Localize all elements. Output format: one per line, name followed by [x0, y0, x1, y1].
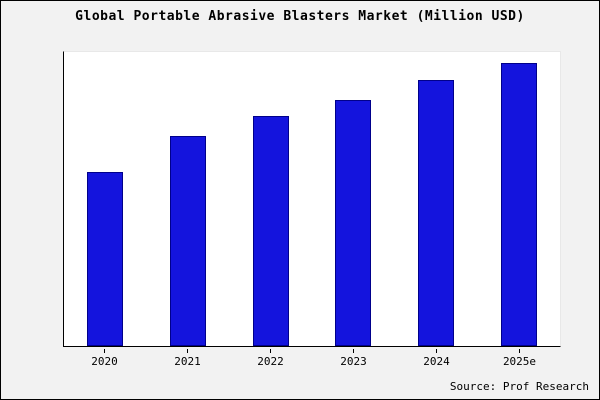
- x-tick-mark: [353, 349, 354, 353]
- bar-slot: [312, 52, 395, 346]
- x-tick-label: 2021: [174, 355, 201, 368]
- bar-slot: [229, 52, 312, 346]
- x-tick-mark: [519, 349, 520, 353]
- x-tick-mark: [187, 349, 188, 353]
- x-tick-mark: [436, 349, 437, 353]
- tick-slot: 2022: [229, 349, 312, 368]
- tick-slot: 2021: [146, 349, 229, 368]
- plot-area: [63, 51, 561, 347]
- x-tick-label: 2023: [340, 355, 367, 368]
- x-tick-mark: [104, 349, 105, 353]
- x-tick-label: 2022: [257, 355, 284, 368]
- bar-2025e: [500, 63, 537, 346]
- bar-slot: [64, 52, 147, 346]
- bar-slot: [147, 52, 230, 346]
- bar-2023: [335, 99, 372, 346]
- tick-slot: 2025e: [478, 349, 561, 368]
- chart-title: Global Portable Abrasive Blasters Market…: [75, 9, 525, 24]
- bar-2020: [87, 172, 124, 346]
- bar-slot: [395, 52, 478, 346]
- x-tick-label: 2025e: [502, 355, 537, 368]
- bar-2022: [252, 116, 289, 346]
- x-axis-ticks: 2020 2021 2022 2023 2024 2025e: [63, 349, 561, 368]
- tick-slot: 2024: [395, 349, 478, 368]
- bar-2024: [418, 80, 455, 346]
- tick-slot: 2020: [63, 349, 146, 368]
- source-note: Source: Prof Research: [449, 380, 589, 393]
- x-tick-mark: [270, 349, 271, 353]
- bar-2021: [170, 136, 206, 346]
- bar-slot: [477, 52, 560, 346]
- tick-slot: 2023: [312, 349, 395, 368]
- x-tick-label: 2020: [91, 355, 118, 368]
- bars: [64, 52, 560, 346]
- x-tick-label: 2024: [423, 355, 450, 368]
